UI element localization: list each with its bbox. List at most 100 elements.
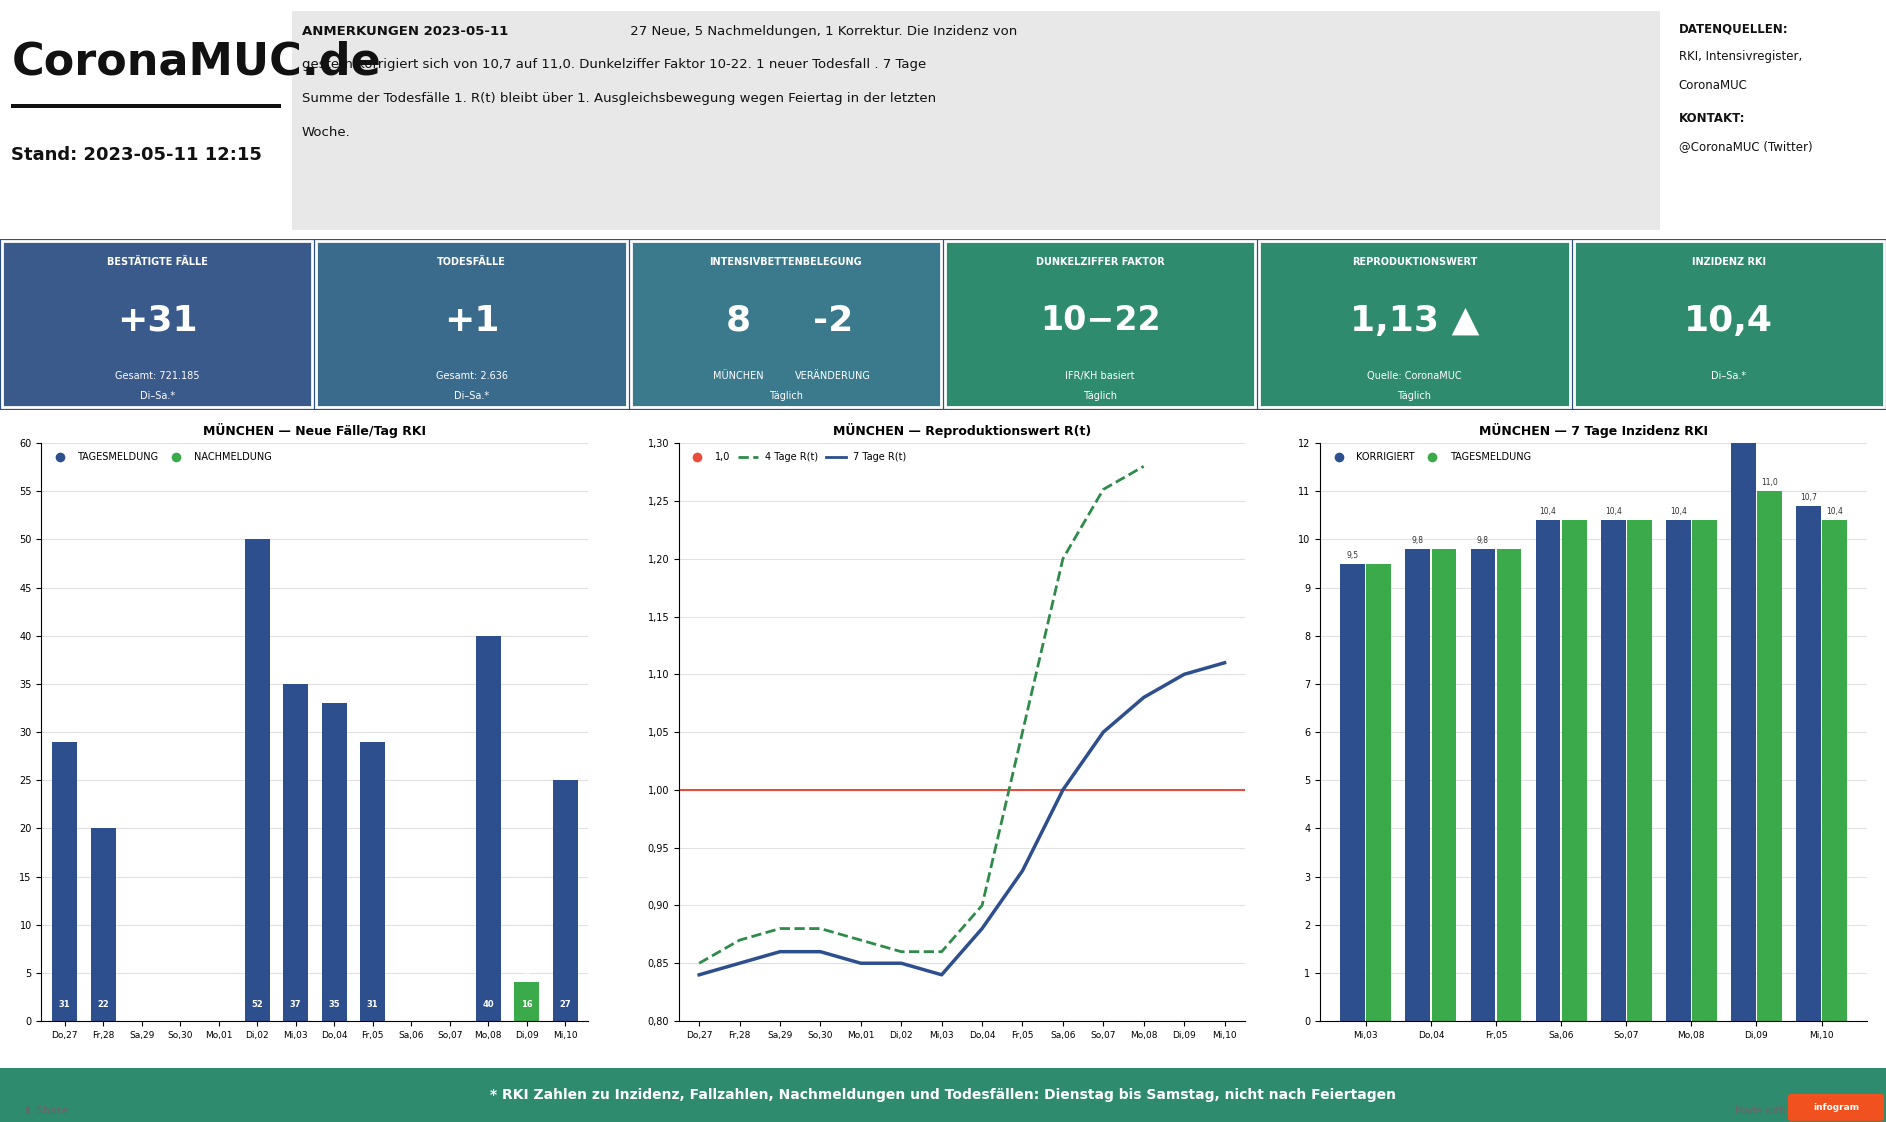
FancyBboxPatch shape [317,241,626,407]
Text: CoronaMUC.de: CoronaMUC.de [11,40,381,83]
Text: 9,5: 9,5 [1347,551,1358,560]
Text: Täglich: Täglich [1083,392,1117,401]
Text: -2: -2 [813,304,852,338]
Text: Stand: 2023-05-11 12:15: Stand: 2023-05-11 12:15 [11,146,262,164]
FancyBboxPatch shape [11,104,281,108]
Bar [1405,549,1430,1021]
Text: 16: 16 [521,1001,532,1010]
Text: INTENSIVBETTENBELEGUNG: INTENSIVBETTENBELEGUNG [709,257,862,267]
Text: 27: 27 [560,1001,571,1010]
Text: * RKI Zahlen zu Inzidenz, Fallzahlen, Nachmeldungen und Todesfällen: Dienstag bi: * RKI Zahlen zu Inzidenz, Fallzahlen, Na… [490,1088,1396,1102]
Text: 9,8: 9,8 [1477,536,1488,545]
Text: KONTAKT:: KONTAKT: [1679,112,1745,126]
FancyBboxPatch shape [0,239,1886,410]
Bar [1341,563,1365,1021]
Text: 1,13 ▲: 1,13 ▲ [1350,304,1479,338]
Text: 31: 31 [58,1001,70,1010]
Text: 13,2: 13,2 [1735,373,1752,381]
Text: 10−22: 10−22 [1039,304,1160,338]
Bar [553,780,577,1021]
Text: INZIDENZ RKI: INZIDENZ RKI [1692,257,1765,267]
FancyBboxPatch shape [945,241,1256,407]
Bar [1822,521,1846,1021]
Text: 31: 31 [368,1001,379,1010]
Text: 10,4: 10,4 [1826,507,1843,516]
Text: Quelle: CoronaMUC: Quelle: CoronaMUC [1367,371,1462,380]
Text: Täglich: Täglich [1398,392,1431,401]
FancyBboxPatch shape [1573,241,1884,407]
Text: +1: +1 [443,304,500,338]
Text: 35: 35 [328,1001,339,1010]
Text: Gesamt: 721.185: Gesamt: 721.185 [115,371,200,380]
Text: RKI, Intensivregister,: RKI, Intensivregister, [1679,50,1801,64]
Legend: 1,0, 4 Tage R(t), 7 Tage R(t): 1,0, 4 Tage R(t), 7 Tage R(t) [685,448,911,466]
FancyBboxPatch shape [630,241,941,407]
Bar [1471,549,1496,1021]
Text: 22: 22 [98,1001,109,1010]
Text: ANMERKUNGEN 2023-05-11: ANMERKUNGEN 2023-05-11 [302,25,507,38]
Text: 52: 52 [251,1001,262,1010]
Bar [1535,521,1560,1021]
Bar [1601,521,1626,1021]
Text: Täglich: Täglich [769,392,803,401]
Bar [1367,563,1392,1021]
Bar [245,540,270,1021]
Bar [475,636,502,1021]
Text: Di–Sa.*: Di–Sa.* [140,392,175,401]
Text: DUNKELZIFFER FAKTOR: DUNKELZIFFER FAKTOR [1035,257,1164,267]
Text: MÜNCHEN: MÜNCHEN [713,371,764,380]
Text: infogram: infogram [1812,1103,1860,1112]
FancyBboxPatch shape [1788,1094,1884,1121]
Text: 37: 37 [290,1001,302,1010]
Text: @CoronaMUC (Twitter): @CoronaMUC (Twitter) [1679,140,1812,154]
Bar [1628,521,1652,1021]
Text: gestern korrigiert sich von 10,7 auf 11,0. Dunkelziffer Faktor 10-22. 1 neuer To: gestern korrigiert sich von 10,7 auf 11,… [302,58,926,72]
Bar [91,828,115,1021]
Text: VERÄNDERUNG: VERÄNDERUNG [796,371,871,380]
FancyBboxPatch shape [2,241,313,407]
Text: BESTÄTIGTE FÄLLE: BESTÄTIGTE FÄLLE [108,257,207,267]
Text: IFR/KH basiert: IFR/KH basiert [1066,371,1135,380]
Text: 10,4: 10,4 [1684,304,1773,338]
Text: 4: 4 [524,968,530,977]
Bar [1497,549,1522,1021]
Bar [360,742,385,1021]
Title: MÜNCHEN — Neue Fälle/Tag RKI: MÜNCHEN — Neue Fälle/Tag RKI [204,423,426,438]
Title: MÜNCHEN — Reproduktionswert R(t): MÜNCHEN — Reproduktionswert R(t) [834,423,1090,438]
Text: TODESFÄLLE: TODESFÄLLE [438,257,505,267]
Text: +31: +31 [117,304,198,338]
Text: Di–Sa.*: Di–Sa.* [1711,371,1746,380]
Bar [1731,386,1756,1021]
Text: 40: 40 [483,1001,494,1010]
Legend: KORRIGIERT, TAGESMELDUNG: KORRIGIERT, TAGESMELDUNG [1326,448,1535,466]
Text: Made with: Made with [1735,1106,1786,1115]
Bar [323,703,347,1021]
Bar [515,983,539,1021]
Text: DATENQUELLEN:: DATENQUELLEN: [1679,22,1788,36]
Text: 10,4: 10,4 [1539,507,1556,516]
Text: 10,4: 10,4 [1605,507,1622,516]
Text: 11,0: 11,0 [1762,478,1778,487]
Text: ⬆ Share: ⬆ Share [23,1106,68,1115]
Text: Gesamt: 2.636: Gesamt: 2.636 [436,371,507,380]
FancyBboxPatch shape [0,1068,1886,1122]
Bar [1692,521,1716,1021]
Text: 27 Neue, 5 Nachmeldungen, 1 Korrektur. Die Inzidenz von: 27 Neue, 5 Nachmeldungen, 1 Korrektur. D… [626,25,1017,38]
Legend: TAGESMELDUNG, NACHMELDUNG: TAGESMELDUNG, NACHMELDUNG [47,448,275,466]
Text: Woche.: Woche. [302,126,351,139]
Bar [1795,506,1820,1021]
Text: REPRODUKTIONSWERT: REPRODUKTIONSWERT [1352,257,1477,267]
Bar [1758,491,1782,1021]
Bar [1431,549,1456,1021]
Text: Di–Sa.*: Di–Sa.* [455,392,488,401]
Text: 10,4: 10,4 [1669,507,1686,516]
Text: 10,7: 10,7 [1799,493,1816,502]
Bar [53,742,77,1021]
Text: CoronaMUC: CoronaMUC [1679,79,1748,92]
Bar [283,684,307,1021]
FancyBboxPatch shape [1260,241,1569,407]
Text: 8: 8 [726,304,751,338]
Text: Summe der Todesfälle 1. R(t) bleibt über 1. Ausgleichsbewegung wegen Feiertag in: Summe der Todesfälle 1. R(t) bleibt über… [302,92,935,105]
Text: 9,8: 9,8 [1413,536,1424,545]
Title: MÜNCHEN — 7 Tage Inzidenz RKI: MÜNCHEN — 7 Tage Inzidenz RKI [1479,423,1709,438]
